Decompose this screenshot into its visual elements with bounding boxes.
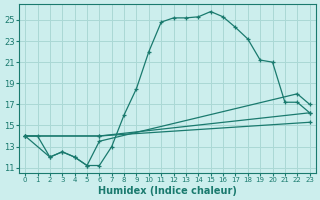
X-axis label: Humidex (Indice chaleur): Humidex (Indice chaleur) (98, 186, 237, 196)
